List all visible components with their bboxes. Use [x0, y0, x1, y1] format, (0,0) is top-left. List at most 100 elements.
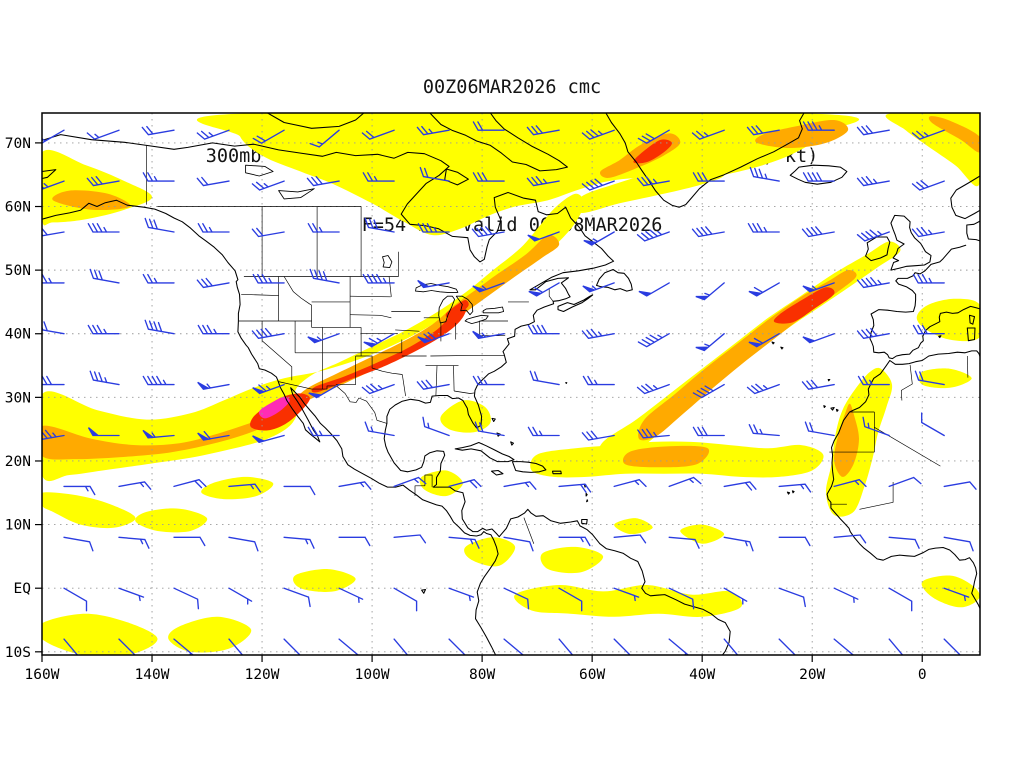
wind-barb [802, 282, 835, 293]
vorticity-region-red [250, 393, 310, 431]
wind-barb [746, 383, 780, 395]
wind-barb [526, 125, 560, 136]
wind-barb [283, 536, 315, 549]
wind-barb [42, 129, 65, 144]
wind-barb [581, 178, 615, 191]
wind-barb [856, 277, 890, 289]
lake-outline [455, 295, 474, 316]
wind-barb [364, 421, 395, 437]
wind-barb [638, 282, 670, 297]
wind-barb [42, 180, 65, 190]
wind-barb [338, 481, 372, 490]
wind-barb [307, 223, 340, 233]
lon-tick-label: 140W [135, 667, 170, 683]
wind-barb [503, 481, 537, 490]
wind-barb [142, 172, 175, 182]
wind-barb [526, 176, 560, 187]
wind-barb [63, 587, 88, 612]
wind-barb [361, 129, 395, 140]
vorticity-region-red [445, 299, 469, 318]
political-border [355, 355, 373, 369]
wind-barb [723, 536, 754, 552]
wind-barb [695, 333, 725, 352]
wind-barb [503, 638, 525, 655]
wind-barb [558, 483, 592, 493]
island-outline [595, 268, 633, 292]
lon-tick-label: 40W [689, 667, 715, 683]
lat-tick-label: 10N [5, 518, 31, 534]
wind-barb [472, 172, 505, 182]
wind-barb [804, 421, 835, 437]
wind-barb [802, 333, 835, 344]
coastline [42, 169, 57, 180]
wind-barb [363, 333, 395, 348]
coastline [267, 113, 365, 129]
political-border [430, 355, 505, 357]
island-outline [581, 518, 588, 525]
lat-tick-label: 40N [5, 327, 31, 343]
vorticity-region-yellow [419, 470, 463, 497]
island-outline [938, 335, 942, 339]
political-border [523, 517, 535, 544]
vorticity-region-yellow [196, 113, 860, 236]
wind-barb [141, 125, 175, 136]
vorticity-region-orange [755, 119, 849, 148]
wind-barb [417, 223, 450, 233]
wind-barb [252, 273, 285, 284]
wind-barb [196, 129, 230, 140]
island-outline [557, 294, 594, 313]
political-border [453, 365, 455, 392]
wind-barb [503, 587, 530, 610]
wind-barb [747, 223, 780, 233]
vorticity-region-yellow [576, 165, 725, 213]
wind-barb [63, 638, 79, 655]
wind-barb [448, 479, 482, 489]
wind-barb [338, 638, 360, 655]
political-border [859, 482, 894, 510]
lon-tick-label: 0 [918, 667, 927, 683]
wind-barb [228, 638, 244, 655]
wind-barb [42, 375, 65, 386]
island-outline [830, 406, 835, 411]
wind-barb [362, 273, 395, 284]
vorticity-region-yellow [135, 508, 208, 533]
wind-barb [87, 223, 120, 233]
lake-outline [382, 255, 393, 269]
wind-barb [416, 125, 450, 136]
wind-barb [173, 638, 195, 655]
island-outline [510, 441, 515, 446]
lat-tick-label: 50N [5, 263, 31, 279]
wind-barb [87, 324, 120, 335]
wind-barb [558, 587, 583, 612]
political-border [350, 314, 392, 319]
island-outline [511, 461, 547, 473]
vorticity-region-yellow [42, 613, 158, 655]
island-outline [786, 491, 791, 495]
wind-barb [472, 282, 505, 293]
coastline [605, 113, 805, 208]
wind-barb [251, 227, 285, 238]
political-border [283, 276, 312, 328]
wind-barb [581, 328, 615, 339]
wind-barb [472, 330, 505, 340]
wind-barb [448, 536, 480, 549]
axis-labels: 70N 60N 50N 40N 30N 20N 10N EQ 10S 160W 140W 120W 10… [5, 136, 927, 683]
lake-outline [482, 306, 505, 314]
wind-barb [252, 129, 285, 144]
wind-barb [748, 333, 780, 348]
wind-barb [911, 226, 945, 238]
political-border [435, 365, 438, 396]
political-border [335, 356, 356, 385]
political-border [966, 355, 969, 378]
wind-barb [668, 536, 700, 549]
political-border [350, 295, 391, 298]
wind-barb [749, 166, 780, 182]
lat-tick-label: 10S [5, 645, 31, 661]
wind-barb [636, 383, 670, 395]
wind-barb [636, 176, 670, 187]
wind-barb [912, 324, 945, 335]
wind-barb [142, 429, 175, 439]
political-border [548, 288, 554, 302]
political-border [900, 364, 913, 401]
